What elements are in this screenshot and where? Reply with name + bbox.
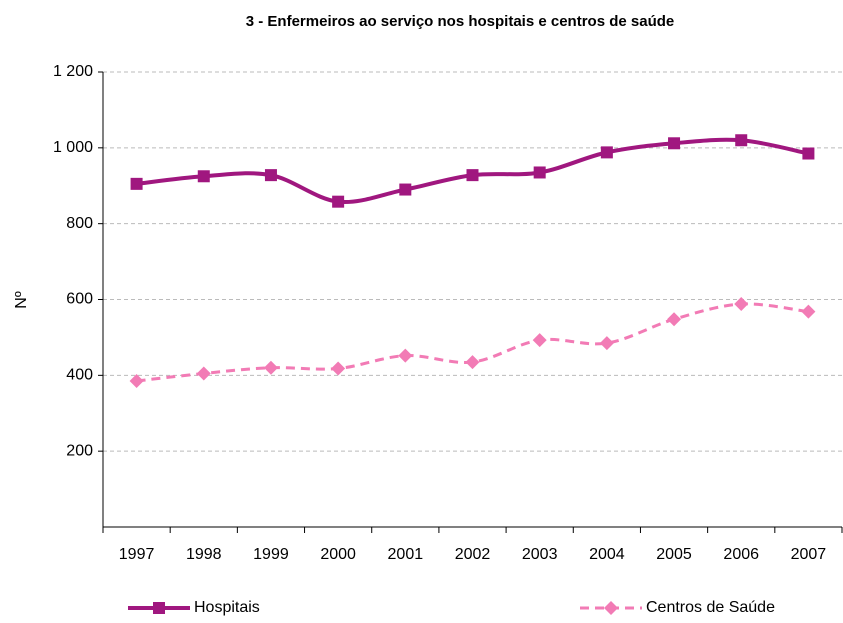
legend-marker <box>153 602 165 614</box>
x-tick-label: 1997 <box>119 546 155 563</box>
point <box>331 361 346 376</box>
x-tick-label: 2004 <box>589 546 625 563</box>
point <box>466 169 479 182</box>
point <box>197 170 210 183</box>
chart-title: 3 - Enfermeiros ao serviço nos hospitais… <box>246 13 674 30</box>
point <box>398 348 413 363</box>
x-tick-label: 2006 <box>723 546 759 563</box>
point <box>465 355 480 370</box>
point <box>667 312 682 327</box>
point <box>130 177 143 190</box>
series-line <box>136 302 809 383</box>
x-tick-label: 1998 <box>186 546 222 563</box>
point <box>264 169 277 182</box>
y-tick-label: 600 <box>66 291 93 308</box>
point <box>600 146 613 159</box>
point <box>801 304 816 319</box>
x-tick-label: 2003 <box>522 546 558 563</box>
point <box>599 336 614 351</box>
y-tick-label: 1 000 <box>53 139 93 156</box>
point <box>196 366 211 381</box>
y-tick-label: 200 <box>66 442 93 459</box>
x-tick-label: 2005 <box>656 546 692 563</box>
point <box>263 360 278 375</box>
x-tick-label: 1999 <box>253 546 289 563</box>
point <box>735 134 748 147</box>
legend-label: Hospitais <box>194 599 260 616</box>
x-tick-label: 2001 <box>388 546 424 563</box>
y-tick-label: 1 200 <box>53 63 93 80</box>
x-tick-label: 2007 <box>791 546 827 563</box>
point <box>532 333 547 348</box>
y-axis-label: Nº <box>13 291 30 309</box>
y-tick-label: 800 <box>66 215 93 232</box>
point <box>332 195 345 208</box>
point <box>802 147 815 160</box>
point <box>668 137 681 150</box>
point <box>533 166 546 179</box>
point <box>734 297 749 312</box>
x-tick-label: 2002 <box>455 546 491 563</box>
legend-label: Centros de Saúde <box>646 599 775 616</box>
y-tick-label: 400 <box>66 367 93 384</box>
x-tick-label: 2000 <box>320 546 356 563</box>
point <box>399 183 412 196</box>
point <box>129 374 144 389</box>
legend-marker <box>604 601 618 615</box>
